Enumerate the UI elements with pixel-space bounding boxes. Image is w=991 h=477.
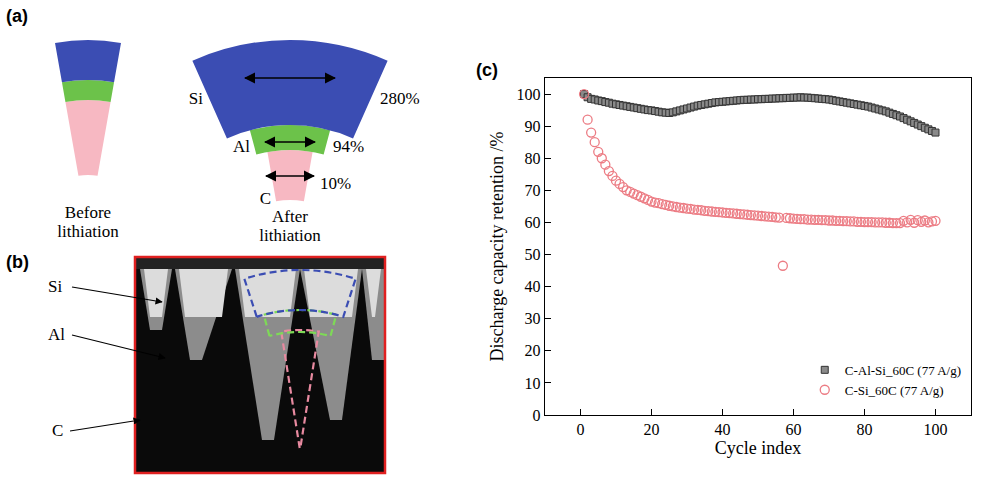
svg-text:0: 0 bbox=[533, 407, 541, 424]
svg-text:Si: Si bbox=[48, 277, 62, 296]
svg-text:80: 80 bbox=[525, 150, 541, 167]
svg-text:100: 100 bbox=[924, 421, 948, 438]
svg-text:20: 20 bbox=[644, 421, 660, 438]
svg-text:40: 40 bbox=[525, 278, 541, 295]
svg-text:C: C bbox=[52, 421, 63, 440]
svg-text:10%: 10% bbox=[320, 174, 351, 193]
svg-text:60: 60 bbox=[786, 421, 802, 438]
svg-text:90: 90 bbox=[525, 118, 541, 135]
svg-text:0: 0 bbox=[577, 421, 585, 438]
svg-text:(b): (b) bbox=[6, 252, 29, 272]
svg-text:C: C bbox=[260, 189, 271, 208]
svg-text:30: 30 bbox=[525, 310, 541, 327]
svg-text:20: 20 bbox=[525, 342, 541, 359]
svg-text:70: 70 bbox=[525, 182, 541, 199]
svg-text:60: 60 bbox=[525, 214, 541, 231]
svg-text:Discharge capacity retention /: Discharge capacity retention /% bbox=[487, 131, 507, 361]
svg-text:C-Si_60C (77 A/g): C-Si_60C (77 A/g) bbox=[845, 383, 944, 398]
svg-text:Si: Si bbox=[189, 89, 203, 108]
svg-text:280%: 280% bbox=[380, 89, 420, 108]
svg-text:40: 40 bbox=[715, 421, 731, 438]
svg-text:Beforelithiation: Beforelithiation bbox=[57, 203, 119, 241]
svg-text:Afterlithiation: Afterlithiation bbox=[259, 207, 321, 245]
svg-text:80: 80 bbox=[857, 421, 873, 438]
svg-text:94%: 94% bbox=[333, 137, 364, 156]
svg-text:50: 50 bbox=[525, 246, 541, 263]
svg-text:C-Al-Si_60C (77 A/g): C-Al-Si_60C (77 A/g) bbox=[845, 363, 961, 378]
svg-text:(a): (a) bbox=[6, 6, 28, 26]
svg-text:Cycle index: Cycle index bbox=[715, 438, 801, 458]
svg-text:100: 100 bbox=[517, 86, 541, 103]
svg-text:10: 10 bbox=[525, 375, 541, 392]
svg-text:Al: Al bbox=[48, 325, 65, 344]
html-text:(c): (c) bbox=[476, 60, 498, 80]
svg-text:Al: Al bbox=[233, 137, 250, 156]
